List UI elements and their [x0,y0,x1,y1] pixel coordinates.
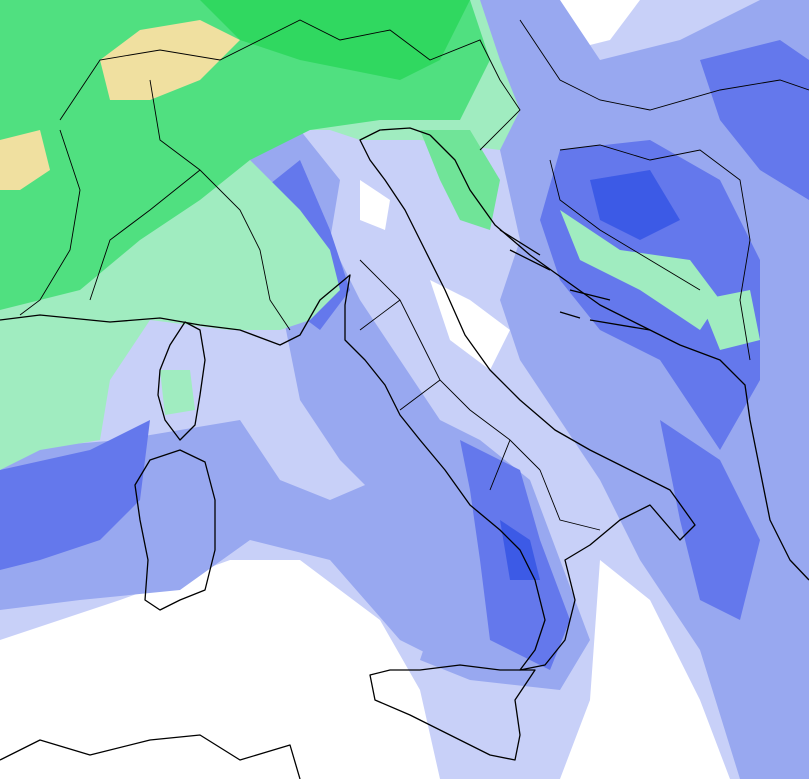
field-white [360,180,390,230]
border [89,169,201,301]
field-white [560,560,730,779]
field-bright-green [200,0,470,80]
coastline-balkans [429,134,809,581]
field-deep-blue [590,170,680,240]
border [519,19,809,111]
field-tan [100,20,240,100]
field-light-green [160,370,195,415]
border [549,159,701,291]
field-blue [0,420,150,570]
field-light-green [700,290,760,350]
coastline-corsica [157,321,206,441]
field-blue [660,420,760,620]
coastline-africa [0,734,301,779]
coastline-italy [0,127,696,671]
field-blue [700,40,809,200]
border [59,19,521,151]
border [149,79,291,331]
border [19,129,81,316]
border [359,259,601,531]
field-white [0,560,440,779]
border [559,144,751,361]
coastline-croatia-islands [499,229,651,331]
coastline-sardinia [134,449,216,611]
field-light-green [560,210,720,330]
field-tan [0,130,50,190]
coastline-sicily [369,664,536,761]
